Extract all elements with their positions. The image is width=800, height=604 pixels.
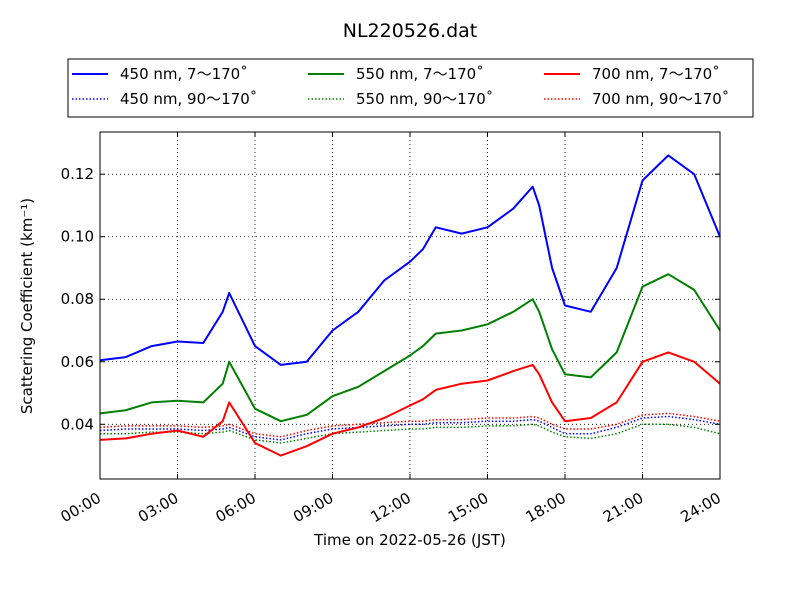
grid xyxy=(100,132,720,479)
series-layer xyxy=(99,154,721,457)
y-tick-label: 0.12 xyxy=(61,165,94,183)
legend-label: 700 nm, 90～170˚ xyxy=(592,90,729,108)
x-axis-label: Time on 2022-05-26 (JST) xyxy=(313,531,506,549)
series-line xyxy=(99,273,721,423)
series-line xyxy=(100,423,721,444)
legend-label: 700 nm, 7～170˚ xyxy=(592,65,720,83)
y-tick-label: 0.08 xyxy=(61,290,94,308)
y-tick-label: 0.04 xyxy=(61,415,94,433)
y-tick-label: 0.06 xyxy=(61,353,94,371)
series-line xyxy=(99,154,721,366)
y-axis: 0.04 0.06 0.08 0.10 0.12 xyxy=(61,165,720,433)
legend-label: 550 nm, 7～170˚ xyxy=(356,65,484,83)
y-tick-label: 0.10 xyxy=(61,228,94,246)
series-line xyxy=(99,351,721,457)
legend: 450 nm, 7～170˚ 550 nm, 7～170˚ 700 nm, 7～17… xyxy=(67,58,754,118)
series-line xyxy=(99,415,721,441)
legend-label: 450 nm, 90～170˚ xyxy=(120,90,257,108)
chart-title: NL220526.dat xyxy=(343,20,478,42)
y-axis-label: Scattering Coefficient (km⁻¹) xyxy=(18,198,36,414)
legend-label: 450 nm, 7～170˚ xyxy=(120,65,248,83)
legend-label: 550 nm, 90～170˚ xyxy=(356,90,493,108)
legend-box xyxy=(67,58,754,118)
